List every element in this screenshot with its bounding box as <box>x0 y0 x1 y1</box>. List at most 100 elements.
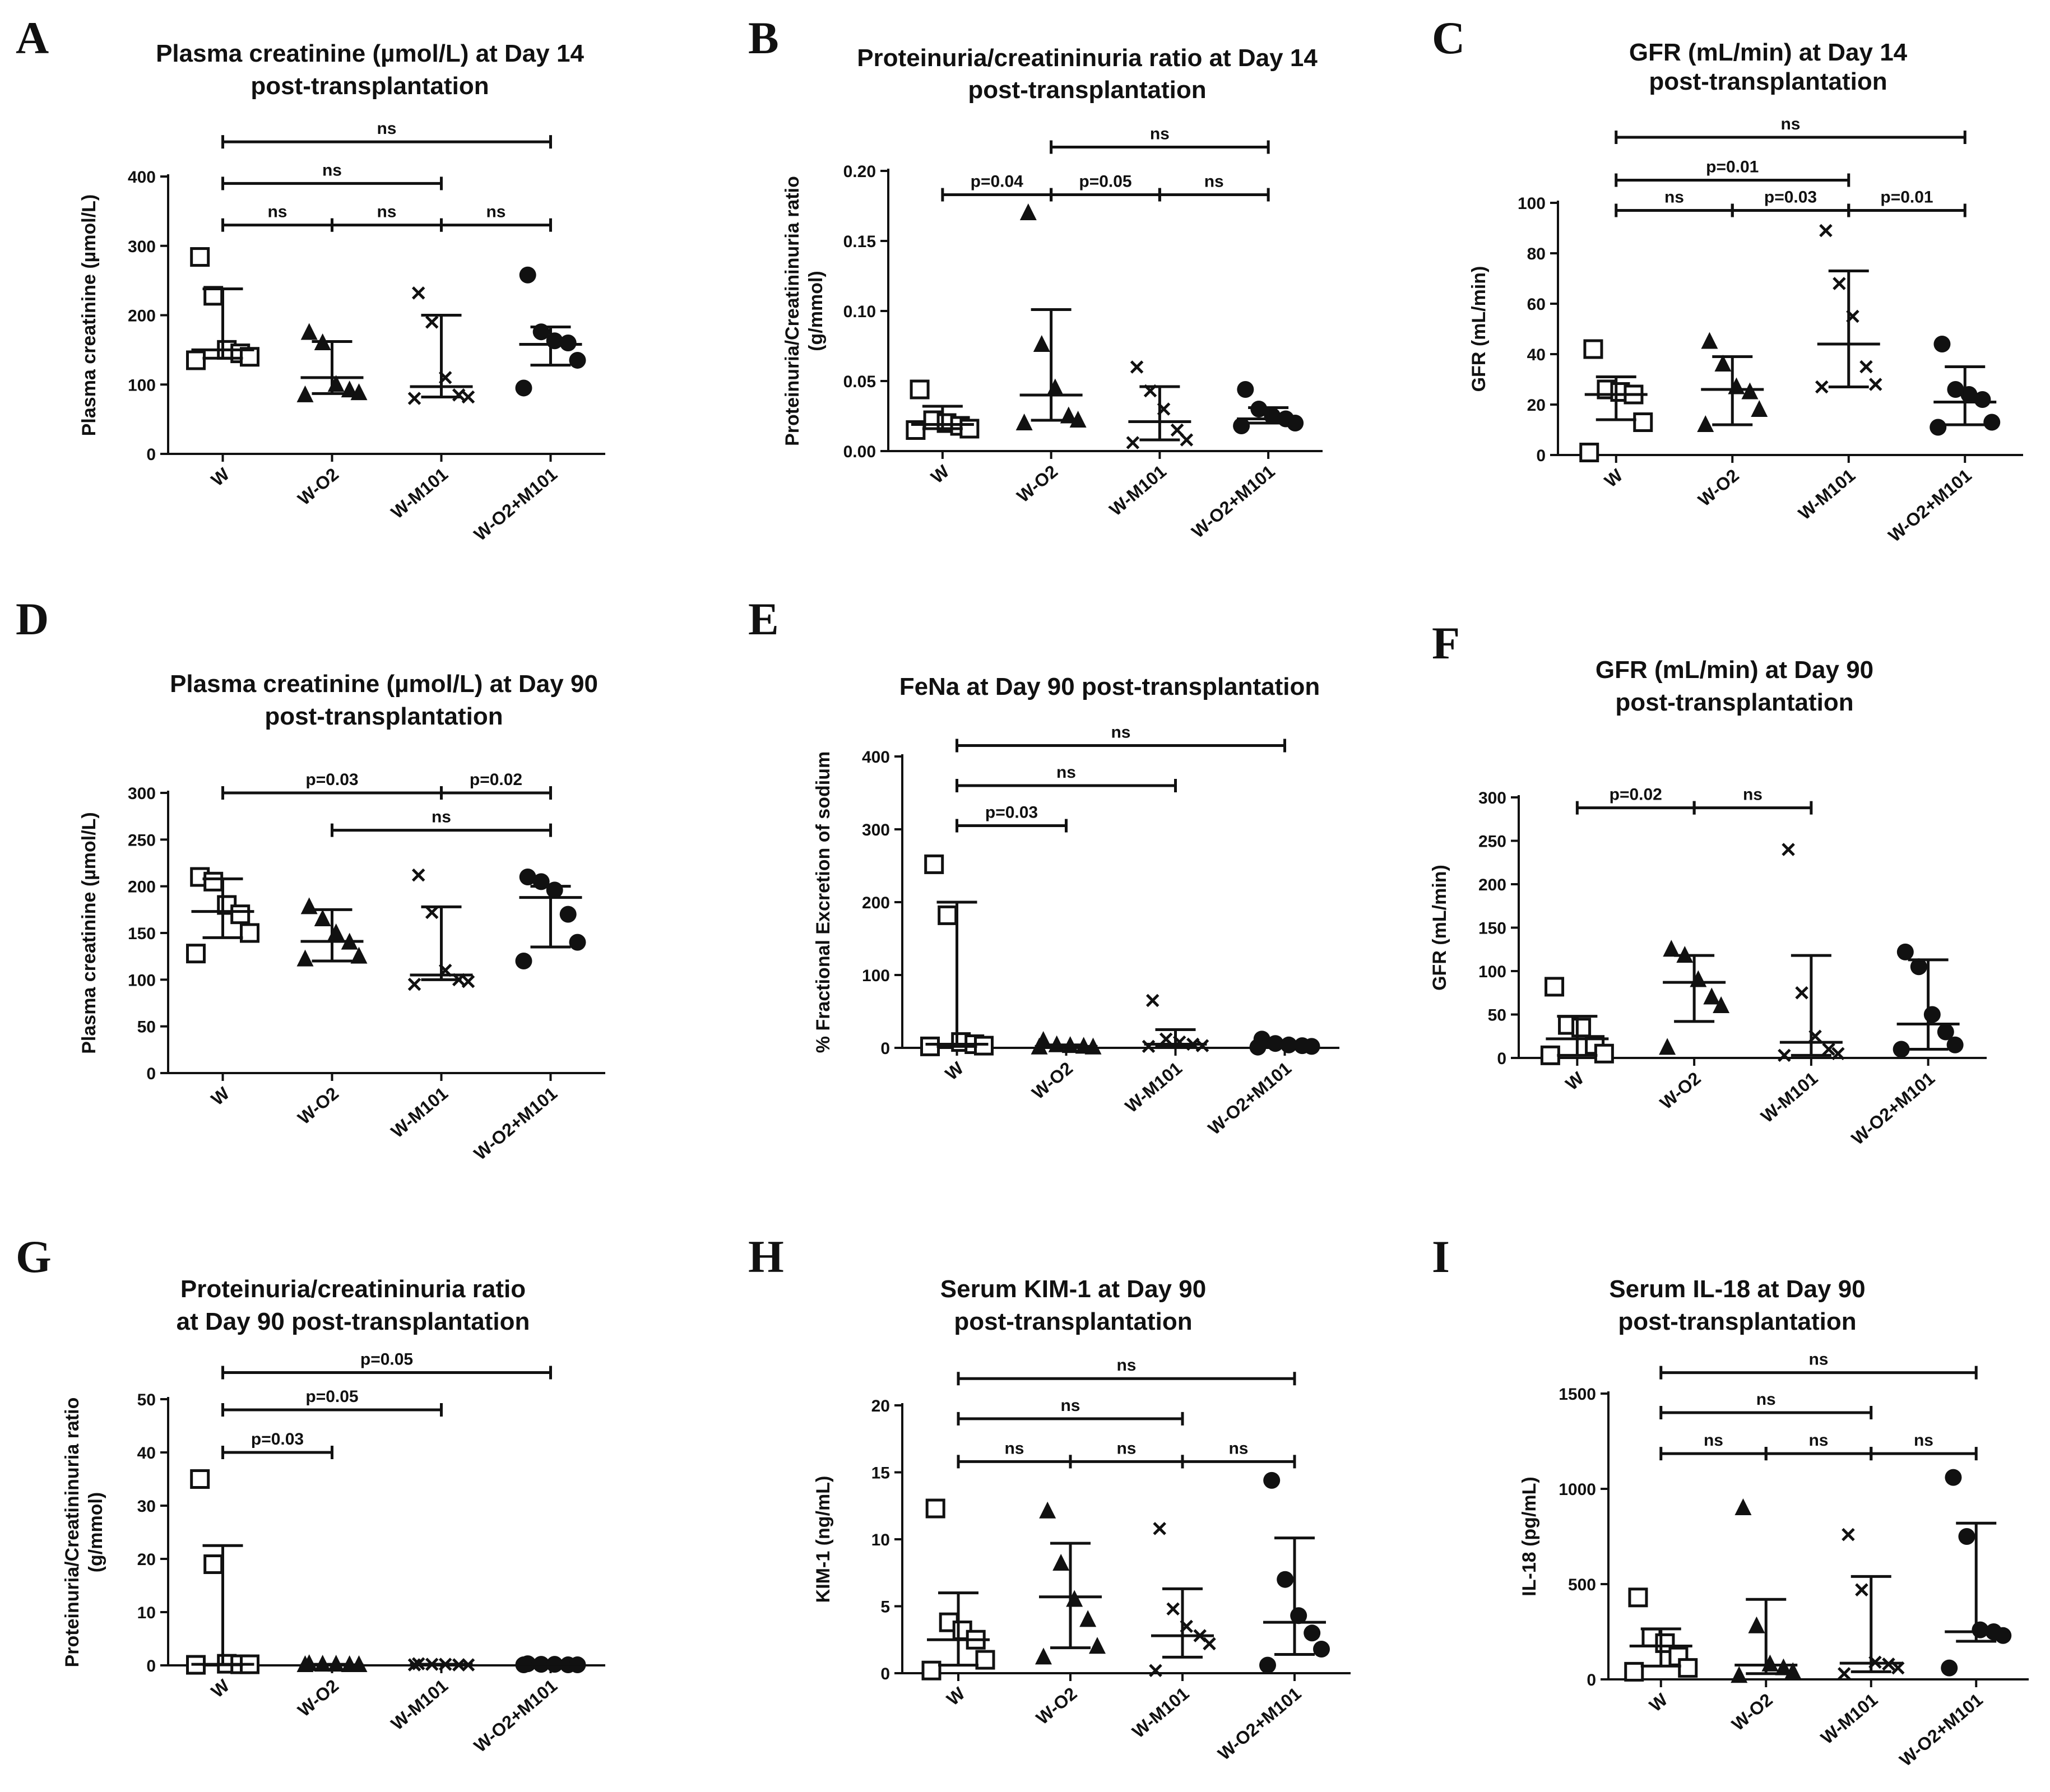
data-point <box>910 379 930 400</box>
data-point <box>1945 1469 1962 1486</box>
data-point <box>1304 1624 1321 1642</box>
data-point <box>1180 433 1194 447</box>
comparison-bracket <box>440 218 552 232</box>
y-tick-label: 100 <box>128 376 156 394</box>
data-point <box>1728 377 1745 394</box>
x-tick-label: W-O2+M101 <box>1188 461 1278 542</box>
data-point <box>1974 391 1991 408</box>
data-point <box>1784 1662 1802 1679</box>
x-tick-label: W-O2+M101 <box>1214 1683 1305 1764</box>
x-tick-label: W-O2 <box>1728 1689 1777 1735</box>
x-tick-label: W-O2+M101 <box>1848 1068 1938 1149</box>
chart-title: post-transplantation <box>954 1308 1192 1335</box>
y-tick-label: 50 <box>137 1018 156 1037</box>
x-tick-label: W-O2+M101 <box>470 1675 561 1756</box>
data-point <box>1701 332 1718 349</box>
comparison-label: ns <box>1780 115 1800 133</box>
data-point <box>925 1498 945 1519</box>
data-point <box>1983 414 2001 431</box>
data-point <box>1868 378 1882 391</box>
y-axis-label: KIM-1 (ng/mL) <box>813 1476 834 1603</box>
y-tick-label: 10 <box>871 1531 890 1549</box>
data-point <box>350 383 368 401</box>
y-tick-label: 10 <box>137 1604 156 1622</box>
data-point <box>1748 1616 1765 1633</box>
y-tick-label: 0.00 <box>843 443 876 461</box>
data-point <box>1149 1664 1162 1677</box>
panel-c: C GFR (mL/min) at Day 14post-transplantat… <box>1432 12 2023 546</box>
chart-title: post-transplantation <box>1618 1308 1856 1335</box>
comparison-bracket <box>1158 188 1270 202</box>
data-point <box>300 323 318 340</box>
y-tick-label: 0 <box>880 1039 890 1058</box>
comparison-label: ns <box>1116 1439 1136 1457</box>
y-axis-label: Plasma creatinine (µmol/L) <box>78 812 100 1054</box>
data-point <box>1624 1661 1644 1682</box>
panel-b: B Proteinuria/creatininuria ratio at Day … <box>748 12 1323 542</box>
data-point <box>1633 412 1653 432</box>
x-tick-label: W-M101 <box>1128 1683 1193 1742</box>
chart-title: Plasma creatinine (µmol/L) at Day 14 <box>156 40 584 67</box>
comparison-bracket <box>1870 1447 1978 1461</box>
panel-a: A Plasma creatinine (µmol/L) at Day 14 pos… <box>16 12 605 545</box>
panel-letter: A <box>16 12 49 63</box>
y-tick-label: 0 <box>146 1065 156 1083</box>
data-point <box>240 923 259 943</box>
comparison-bracket <box>221 1446 333 1459</box>
comparison-label: p=0.03 <box>985 804 1038 822</box>
data-point <box>407 977 421 991</box>
y-tick-label: 100 <box>862 967 890 985</box>
x-tick-label: W <box>927 461 953 488</box>
comparison-label: p=0.01 <box>1706 158 1759 177</box>
data-point <box>1703 987 1720 1005</box>
data-point <box>920 1036 940 1056</box>
panel-letter: G <box>16 1231 52 1282</box>
chart-title: Serum KIM-1 at Day 90 <box>940 1275 1206 1303</box>
y-tick-label: 0.15 <box>843 233 876 251</box>
data-point <box>1145 994 1159 1008</box>
y-tick-label: 15 <box>871 1464 890 1483</box>
data-point <box>1166 1602 1180 1616</box>
data-point <box>1842 1528 1855 1542</box>
chart-title: post-transplantation <box>251 72 489 100</box>
data-point <box>1571 1018 1592 1038</box>
comparison-label: p=0.05 <box>1079 173 1131 191</box>
data-point <box>1142 1039 1156 1053</box>
y-tick-label: 0 <box>1536 447 1546 465</box>
panel-letter: I <box>1432 1231 1450 1282</box>
data-point <box>1540 1045 1560 1065</box>
comparison-label: ns <box>1060 1396 1080 1415</box>
panel-f: F GFR (mL/min) at Day 90 post-transplantat… <box>1429 618 1987 1149</box>
y-tick-label: 300 <box>128 784 156 803</box>
comparison-bracket <box>1659 1366 1978 1380</box>
y-tick-label: 500 <box>1568 1576 1596 1594</box>
chart-title: Serum IL-18 at Day 90 <box>1609 1275 1865 1303</box>
data-point <box>1910 958 1927 976</box>
data-point <box>186 944 206 964</box>
comparison-bracket <box>221 135 552 149</box>
data-point <box>1933 336 1951 352</box>
data-point <box>1594 1043 1614 1064</box>
panel-d: D Plasma creatinine (µmol/L) at Day 90 pos… <box>16 593 605 1164</box>
y-tick-label: 40 <box>1527 346 1546 364</box>
comparison-label: p=0.05 <box>360 1350 413 1369</box>
y-tick-label: 50 <box>137 1391 156 1409</box>
data-point <box>1822 1042 1835 1056</box>
x-tick-label: W-O2 <box>294 464 342 509</box>
data-point <box>1937 1023 1954 1041</box>
data-point <box>1287 415 1304 431</box>
data-point <box>1761 1654 1779 1672</box>
y-tick-label: 0 <box>1497 1050 1506 1068</box>
x-tick-label: W <box>1645 1689 1672 1716</box>
data-point <box>1697 415 1714 432</box>
data-point <box>1033 335 1050 352</box>
chart-title: FeNa at Day 90 post-transplantation <box>899 673 1320 700</box>
comparison-label: ns <box>1004 1439 1024 1457</box>
data-point <box>186 350 206 370</box>
x-tick-label: W-O2 <box>294 1675 342 1721</box>
data-point <box>314 909 331 926</box>
chart-title: post-transplantation <box>1615 689 1853 716</box>
x-tick-label: W-O2 <box>294 1083 342 1129</box>
x-tick-label: W-M101 <box>387 1083 452 1142</box>
